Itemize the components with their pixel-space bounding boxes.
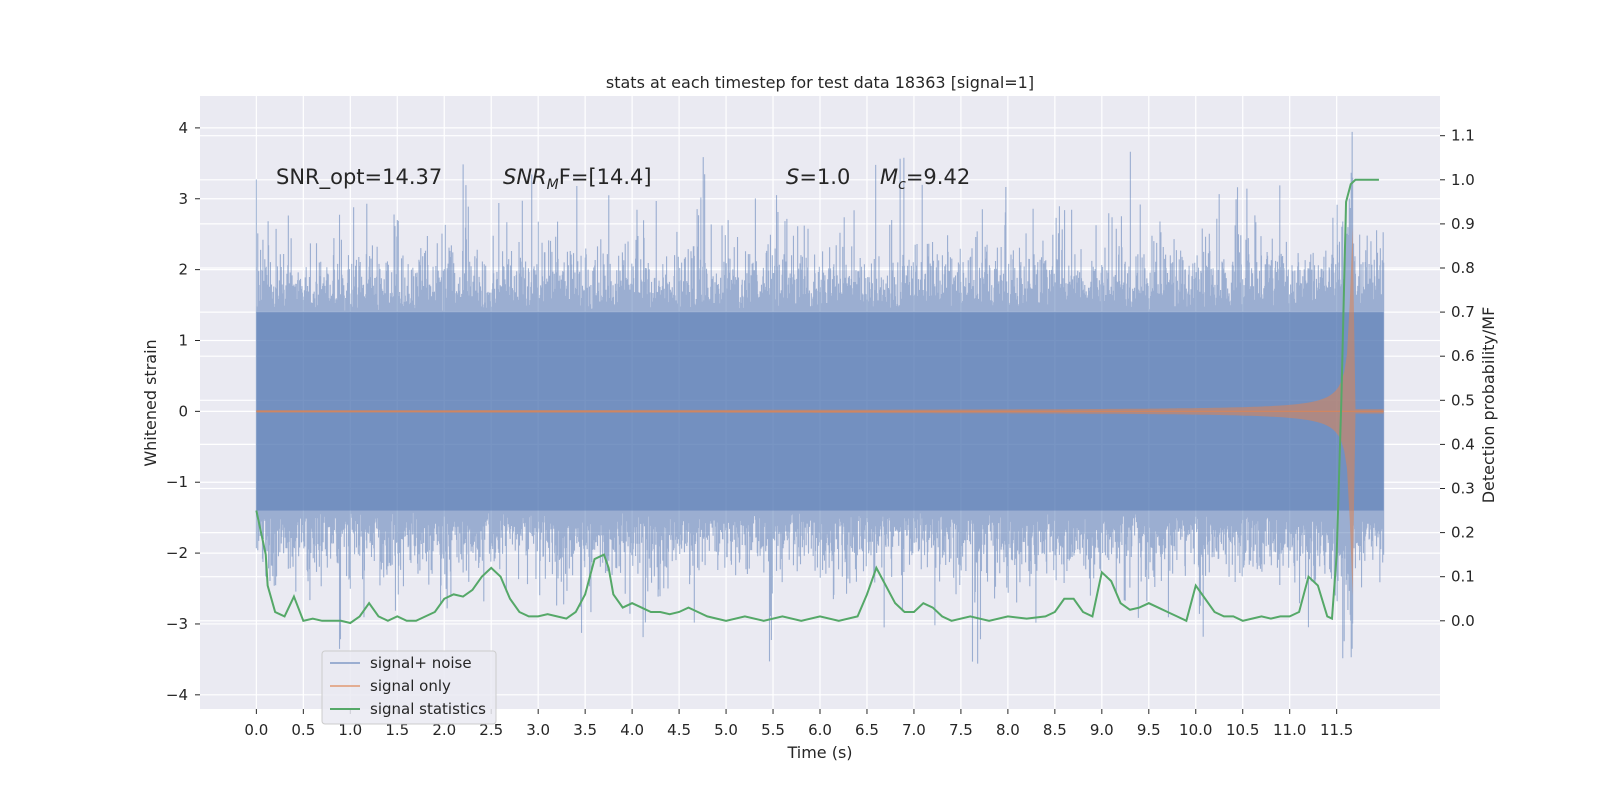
y-tick-label: −3 xyxy=(166,615,188,633)
y-axis-right: 0.0 0.1 0.2 0.3 0.4 0.5 0.6 0.7 0.8 0.9 1.0 1.1 xyxy=(1440,127,1475,630)
y-tick-label: 2 xyxy=(178,261,188,279)
annotation-s-tail: =1.0 xyxy=(799,165,850,189)
y-right-tick-label: 0.0 xyxy=(1451,612,1475,630)
legend-box xyxy=(321,650,497,725)
annotation-snr-mf-lead: SNR xyxy=(503,165,547,189)
x-tick-label: 2.5 xyxy=(479,721,503,739)
x-tick-label: 9.5 xyxy=(1137,721,1161,739)
x-tick-label: 3.5 xyxy=(573,721,597,739)
x-tick-label: 2.0 xyxy=(432,721,456,739)
y-right-tick-label: 0.8 xyxy=(1451,259,1475,277)
y-tick-label: 4 xyxy=(178,119,188,137)
y-axis-left: −4 −3 −2 −1 0 1 2 3 4 xyxy=(166,119,200,704)
annotation-s: S=1.0 xyxy=(786,165,850,189)
legend-label-signal-only: signal only xyxy=(370,677,451,695)
y-tick-label: −2 xyxy=(166,544,188,562)
x-tick-label: 5.5 xyxy=(761,721,785,739)
y-right-tick-label: 1.1 xyxy=(1451,127,1475,145)
y-right-tick-label: 0.3 xyxy=(1451,479,1475,497)
x-axis-title: Time (s) xyxy=(786,743,852,762)
y-right-tick-label: 0.4 xyxy=(1451,435,1475,453)
y-right-tick-label: 1.0 xyxy=(1451,171,1475,189)
y-tick-label: −4 xyxy=(166,686,188,704)
x-tick-label: 4.5 xyxy=(667,721,691,739)
y-right-tick-label: 0.1 xyxy=(1451,568,1475,586)
annotation-s-lead: S xyxy=(786,165,799,189)
signal-statistics-line xyxy=(255,178,1379,625)
annotation-snr-mf-tail: F=[14.4] xyxy=(559,165,652,189)
annotation-snr-mf: SNRMF=[14.4] xyxy=(503,165,652,193)
y-axis-title: Whitened strain xyxy=(141,339,160,466)
x-tick-label: 8.0 xyxy=(996,721,1020,739)
x-tick-label: 10.5 xyxy=(1226,721,1259,739)
annotation-mc-sub: c xyxy=(898,177,906,193)
y-tick-label: 0 xyxy=(178,402,188,420)
y-right-tick-label: 0.2 xyxy=(1451,524,1475,542)
x-tick-label: 6.5 xyxy=(855,721,879,739)
y-axis-right-title: Detection probability/MF xyxy=(1479,307,1498,504)
signal-only-series xyxy=(256,227,1384,596)
x-tick-label: 5.0 xyxy=(714,721,738,739)
annotation-snr-mf-sub: M xyxy=(547,177,559,193)
legend-label-signal-noise: signal+ noise xyxy=(370,654,472,672)
annotation-mc-lead: M xyxy=(880,165,898,189)
legend: signal+ noise signal only signal statist… xyxy=(321,650,497,725)
x-tick-label: 9.0 xyxy=(1090,721,1114,739)
x-tick-label: 1.5 xyxy=(385,721,409,739)
x-tick-label: 7.0 xyxy=(902,721,926,739)
x-tick-label: 7.5 xyxy=(949,721,973,739)
x-tick-label: 0.0 xyxy=(244,721,268,739)
x-tick-label: 6.0 xyxy=(808,721,832,739)
x-tick-label: 11.5 xyxy=(1320,721,1353,739)
x-axis: 0.0 0.5 1.0 1.5 2.0 2.5 3.0 3.5 4.0 4.5 5.0 5.5 6.0 6… xyxy=(244,709,1353,739)
x-tick-label: 3.0 xyxy=(526,721,550,739)
signal-statistics-series xyxy=(255,178,1379,625)
annotation-mc: Mc=9.42 xyxy=(880,165,970,193)
y-tick-label: 3 xyxy=(178,190,188,208)
annotation-mc-tail: =9.42 xyxy=(906,165,970,189)
legend-label-signal-statistics: signal statistics xyxy=(370,700,486,718)
x-tick-label: 0.5 xyxy=(291,721,315,739)
x-tick-label: 10.0 xyxy=(1179,721,1212,739)
y-tick-label: −1 xyxy=(166,473,188,491)
annotation-snr-opt: SNR_opt=14.37 xyxy=(276,165,442,190)
x-tick-label: 4.0 xyxy=(620,721,644,739)
x-tick-label: 1.0 xyxy=(338,721,362,739)
x-tick-label: 11.0 xyxy=(1273,721,1306,739)
y-right-tick-label: 0.7 xyxy=(1451,303,1475,321)
y-right-tick-label: 0.9 xyxy=(1451,215,1475,233)
y-right-tick-label: 0.6 xyxy=(1451,347,1475,365)
x-tick-label: 8.5 xyxy=(1043,721,1067,739)
chart-title: stats at each timestep for test data 183… xyxy=(606,73,1034,92)
y-tick-label: 1 xyxy=(178,331,188,349)
y-right-tick-label: 0.5 xyxy=(1451,391,1475,409)
